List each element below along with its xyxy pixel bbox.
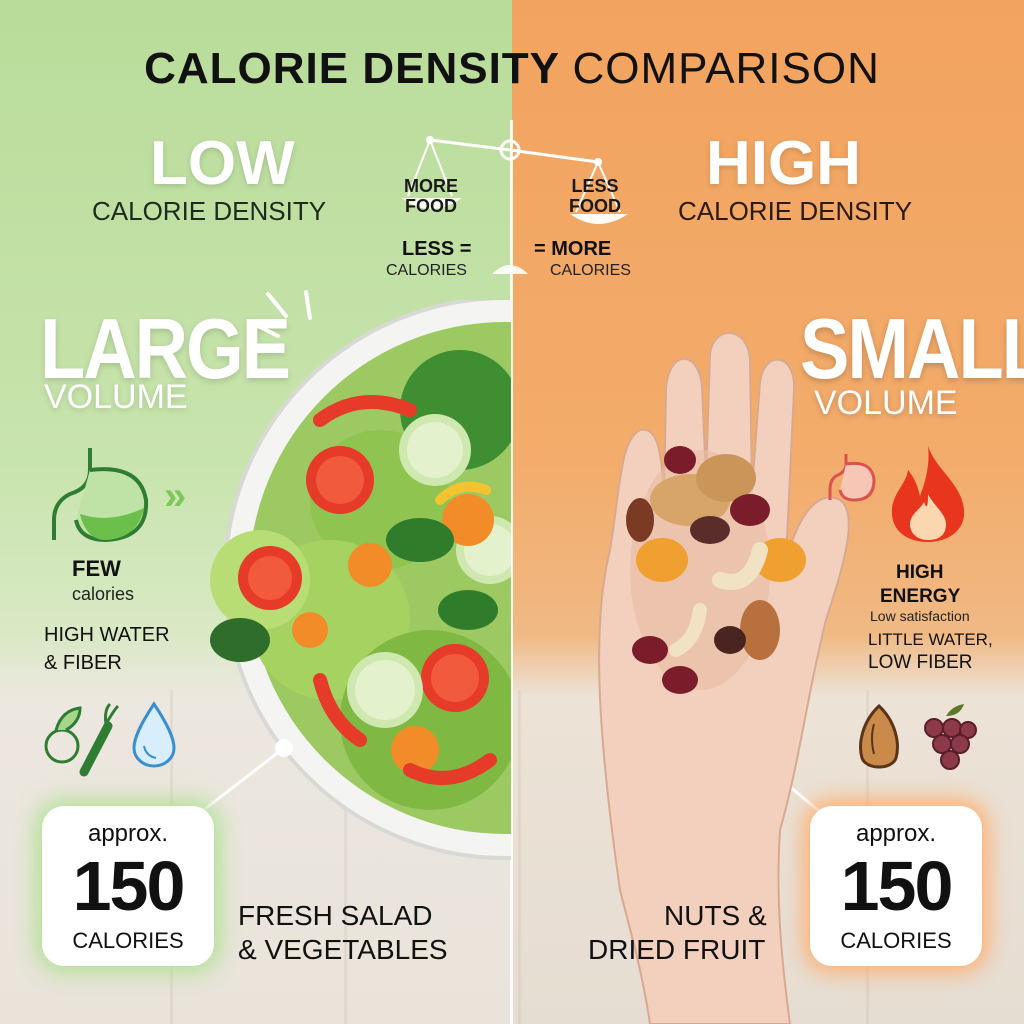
large-volume-label: VOLUME <box>44 378 188 416</box>
few-label: FEW <box>72 556 121 581</box>
vegetables-icon <box>44 702 120 777</box>
title-bold: CALORIE DENSITY <box>144 44 560 93</box>
small-volume-label: VOLUME <box>814 384 958 422</box>
high-energy-label-2: ENERGY <box>880 586 961 607</box>
right-calorie-card: approx. 150 CALORIES <box>810 806 982 966</box>
calorie-number: 150 <box>72 847 186 925</box>
large-word: LARGE <box>40 301 291 397</box>
left-calories-label: CALORIES <box>386 262 467 279</box>
salad-bowl-image <box>210 300 511 860</box>
less-food-label: LESS FOOD <box>569 176 621 216</box>
calorie-unit: CALORIES <box>72 928 184 953</box>
less-equals-label: LESS = <box>402 238 472 260</box>
almond-icon <box>859 703 899 769</box>
nuts-caption-line2: DRIED FRUIT <box>588 934 766 965</box>
stomach-icon <box>828 454 876 502</box>
calorie-unit: CALORIES <box>840 928 952 953</box>
salad-caption-line2: & VEGETABLES <box>238 934 448 965</box>
stomach-icon <box>52 448 149 543</box>
hand-with-nuts-image <box>598 332 850 1024</box>
little-water-label: LITTLE WATER, <box>868 630 993 649</box>
more-food-label: MORE FOOD <box>404 176 458 216</box>
arrows-icon: » <box>164 474 187 518</box>
approx-label: approx. <box>87 820 169 847</box>
left-calorie-card: approx. 150 CALORIES <box>42 806 214 966</box>
few-calories-label: calories <box>72 584 135 604</box>
low-fiber-label: LOW FIBER <box>868 652 973 673</box>
nuts-caption-line1: NUTS & <box>664 900 767 931</box>
small-word: SMALL <box>800 301 1024 397</box>
right-calories-label: CALORIES <box>550 262 631 279</box>
flame-icon <box>891 446 965 542</box>
approx-label: approx. <box>855 820 937 847</box>
water-drop-icon <box>132 701 176 768</box>
balance-scale-icon <box>402 136 628 274</box>
fiber-label: & FIBER <box>44 652 122 674</box>
grapes-icon <box>924 704 977 770</box>
high-water-label: HIGH WATER <box>44 624 170 646</box>
salad-caption-line1: FRESH SALAD <box>238 900 433 931</box>
equals-more-label: = MORE <box>534 238 612 260</box>
sparkle-icon <box>256 290 312 338</box>
center-divider <box>510 120 513 1024</box>
calorie-number: 150 <box>840 847 954 925</box>
low-density-word: LOW <box>150 129 295 198</box>
high-density-label: CALORIE DENSITY <box>678 196 913 226</box>
low-density-label: CALORIE DENSITY <box>92 196 327 226</box>
high-energy-label-1: HIGH <box>896 562 944 583</box>
low-satisfaction-label: Low satisfaction <box>870 608 970 624</box>
high-density-word: HIGH <box>706 129 861 198</box>
page-title: CALORIE DENSITY COMPARISON <box>0 44 1024 94</box>
title-light: COMPARISON <box>572 44 880 93</box>
